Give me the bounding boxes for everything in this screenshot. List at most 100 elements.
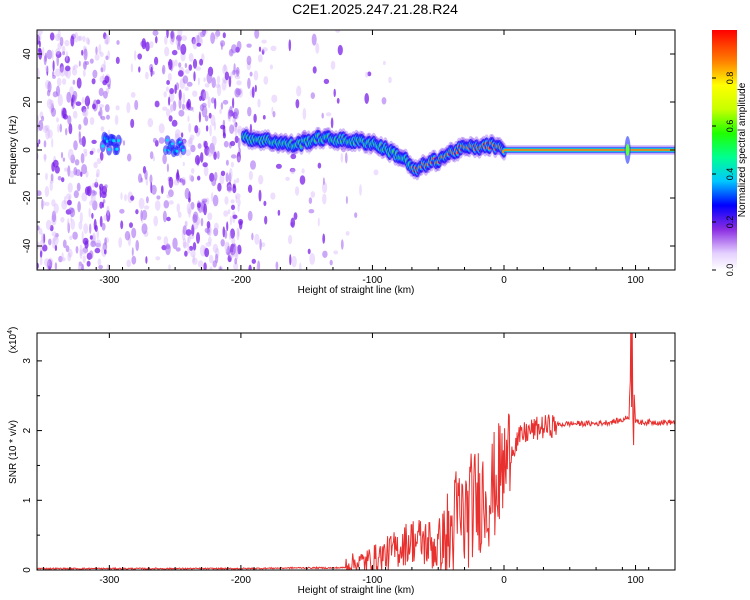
heatmap-cell	[65, 245, 70, 253]
heatmap-cell	[78, 261, 83, 267]
heatmap-cell	[199, 58, 204, 66]
heatmap-cell	[235, 251, 239, 260]
heatmap-cell	[126, 259, 131, 268]
heatmap-cell	[247, 106, 252, 117]
heatmap-cell	[163, 91, 167, 98]
heatmap-cell	[204, 227, 210, 234]
heatmap-cell	[257, 98, 261, 108]
heatmap-cell	[95, 173, 99, 178]
heatmap-cell	[47, 257, 54, 267]
heatmap-cell	[251, 86, 255, 99]
heatmap-cell	[56, 54, 59, 67]
heatmap-cell	[51, 107, 56, 117]
heatmap-cell	[130, 118, 135, 128]
heatmap-cell	[237, 137, 241, 149]
heatmap-cell	[196, 35, 200, 43]
heatmap-cell	[307, 248, 311, 255]
heatmap-cell	[46, 98, 53, 109]
heatmap-cell	[155, 256, 161, 261]
heatmap-cell	[257, 54, 263, 63]
heatmap-cell	[116, 40, 120, 45]
heatmap-cell	[47, 129, 53, 139]
heatmap-cell	[95, 239, 102, 250]
heatmap-cell	[230, 154, 237, 159]
heatmap-cell	[272, 111, 276, 118]
heatmap-cell	[211, 135, 217, 146]
heatmap-cell	[202, 162, 208, 168]
heatmap-cell	[232, 243, 237, 254]
heatmap-cell	[49, 99, 54, 106]
heatmap-cell	[209, 124, 212, 137]
heatmap-cell	[181, 148, 185, 152]
heatmap-cell	[213, 227, 219, 237]
heatmap-cell	[83, 116, 89, 126]
heatmap-cell	[261, 242, 266, 248]
heatmap-cell	[220, 124, 226, 130]
heatmap-cell	[233, 63, 236, 75]
heatmap-cell	[43, 154, 47, 161]
heatmap-cell	[164, 46, 170, 57]
heatmap-cell	[289, 254, 292, 266]
heatmap-cell	[247, 184, 253, 193]
heatmap-cell	[104, 39, 109, 45]
heatmap-cell	[85, 37, 90, 45]
heatmap-cell	[41, 232, 45, 243]
heatmap-cell	[67, 182, 73, 193]
heatmap-cell	[230, 199, 235, 204]
heatmap-cell	[330, 117, 334, 129]
heatmap-cell	[182, 237, 187, 248]
heatmap-cell	[373, 169, 379, 176]
heatmap-cell	[222, 132, 226, 139]
heatmap-cell	[166, 30, 169, 39]
heatmap-cell	[199, 31, 206, 38]
heatmap-cell	[190, 144, 196, 153]
heatmap-cell	[87, 104, 89, 110]
heatmap-cell	[89, 223, 92, 234]
heatmap-cell	[249, 123, 252, 134]
heatmap-cell	[186, 236, 190, 248]
heatmap-cell	[168, 115, 173, 122]
heatmap-cell	[236, 128, 242, 134]
heatmap-cell	[45, 172, 48, 181]
heatmap-cell	[230, 229, 235, 239]
heatmap-cell	[224, 230, 228, 239]
heatmap-cell	[246, 55, 252, 66]
heatmap-cell	[167, 72, 172, 82]
heatmap-cell	[322, 233, 326, 244]
heatmap-cell	[188, 197, 191, 203]
heatmap-cell	[82, 35, 86, 43]
heatmap-cell	[230, 161, 234, 168]
heatmap-cell	[302, 108, 307, 120]
heatmap-cell	[37, 33, 42, 41]
heatmap-cell	[223, 140, 229, 148]
heatmap-cell	[74, 32, 79, 43]
heatmap-cell	[52, 159, 59, 168]
heatmap-cell	[177, 70, 184, 77]
heatmap-cell	[224, 196, 229, 205]
heatmap-cell	[99, 106, 103, 119]
heatmap-cell	[118, 237, 123, 248]
heatmap-cell	[275, 261, 279, 270]
heatmap-cell	[185, 229, 192, 236]
heatmap-cell	[101, 222, 106, 231]
heatmap-cell	[250, 160, 256, 170]
heatmap-cell	[84, 151, 88, 157]
heatmap-cell	[107, 84, 111, 90]
heatmap-cell	[184, 250, 188, 257]
heatmap-cell	[61, 200, 68, 210]
top-x-tick-label: 0	[501, 275, 507, 286]
heatmap-cell	[64, 55, 70, 64]
heatmap-cell	[44, 124, 50, 132]
heatmap-cell	[198, 36, 203, 43]
heatmap-cell	[42, 244, 48, 252]
heatmap-cell	[115, 56, 120, 64]
heatmap-cell	[381, 97, 387, 105]
heatmap-cell	[295, 186, 300, 196]
heatmap-cell	[270, 45, 277, 52]
heatmap-cell	[625, 144, 630, 156]
heatmap-cell	[254, 84, 257, 93]
heatmap-cell	[183, 241, 188, 249]
heatmap-cell	[168, 189, 174, 198]
heatmap-cell	[170, 103, 173, 113]
heatmap-cell	[69, 170, 75, 178]
